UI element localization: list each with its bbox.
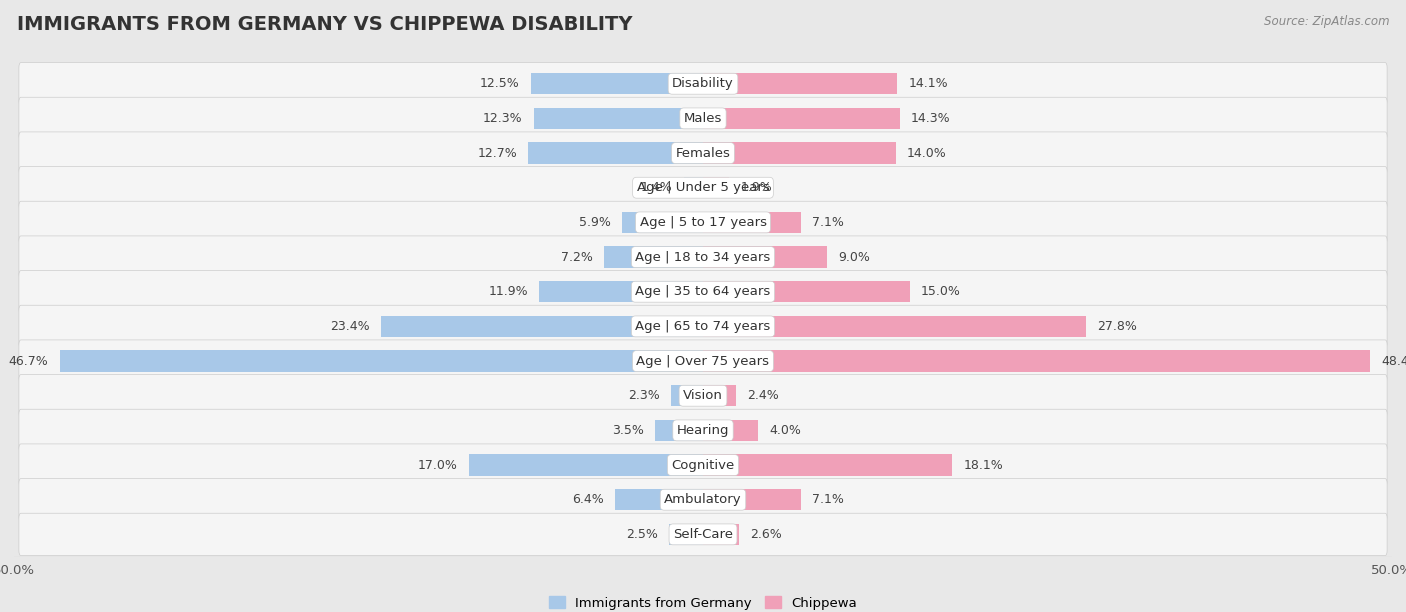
Bar bbox=[703, 246, 827, 268]
Text: 2.3%: 2.3% bbox=[628, 389, 661, 402]
Text: 18.1%: 18.1% bbox=[963, 458, 1002, 472]
Text: Disability: Disability bbox=[672, 77, 734, 90]
FancyBboxPatch shape bbox=[18, 201, 1388, 244]
Text: 48.4%: 48.4% bbox=[1381, 354, 1406, 368]
Bar bbox=[703, 524, 738, 545]
FancyBboxPatch shape bbox=[18, 271, 1388, 313]
Text: Self-Care: Self-Care bbox=[673, 528, 733, 541]
FancyBboxPatch shape bbox=[18, 340, 1388, 382]
Text: 9.0%: 9.0% bbox=[838, 250, 870, 264]
Bar bbox=[703, 73, 897, 94]
Bar bbox=[703, 143, 896, 164]
FancyBboxPatch shape bbox=[18, 409, 1388, 452]
Text: 4.0%: 4.0% bbox=[769, 424, 801, 437]
Bar bbox=[669, 524, 703, 545]
Text: Age | 18 to 34 years: Age | 18 to 34 years bbox=[636, 250, 770, 264]
Bar bbox=[703, 177, 730, 198]
Text: 14.1%: 14.1% bbox=[908, 77, 948, 90]
Text: 15.0%: 15.0% bbox=[921, 285, 960, 298]
FancyBboxPatch shape bbox=[18, 375, 1388, 417]
Text: 12.3%: 12.3% bbox=[482, 112, 523, 125]
Text: Males: Males bbox=[683, 112, 723, 125]
Text: 14.3%: 14.3% bbox=[911, 112, 950, 125]
Text: Vision: Vision bbox=[683, 389, 723, 402]
Bar bbox=[703, 420, 758, 441]
FancyBboxPatch shape bbox=[18, 513, 1388, 556]
Bar bbox=[703, 108, 900, 129]
FancyBboxPatch shape bbox=[18, 166, 1388, 209]
Text: 7.1%: 7.1% bbox=[811, 493, 844, 506]
Text: 12.7%: 12.7% bbox=[477, 146, 517, 160]
FancyBboxPatch shape bbox=[18, 479, 1388, 521]
FancyBboxPatch shape bbox=[18, 236, 1388, 278]
Text: Age | 65 to 74 years: Age | 65 to 74 years bbox=[636, 320, 770, 333]
Bar bbox=[468, 454, 703, 476]
Text: 23.4%: 23.4% bbox=[330, 320, 370, 333]
Bar bbox=[381, 316, 703, 337]
Text: Age | 35 to 64 years: Age | 35 to 64 years bbox=[636, 285, 770, 298]
Text: 3.5%: 3.5% bbox=[612, 424, 644, 437]
Text: Age | Over 75 years: Age | Over 75 years bbox=[637, 354, 769, 368]
Bar bbox=[683, 177, 703, 198]
Bar bbox=[703, 212, 801, 233]
Text: Hearing: Hearing bbox=[676, 424, 730, 437]
Text: 7.1%: 7.1% bbox=[811, 216, 844, 229]
Legend: Immigrants from Germany, Chippewa: Immigrants from Germany, Chippewa bbox=[548, 596, 858, 610]
Bar bbox=[533, 108, 703, 129]
Bar bbox=[529, 143, 703, 164]
Text: 2.5%: 2.5% bbox=[626, 528, 658, 541]
Text: Source: ZipAtlas.com: Source: ZipAtlas.com bbox=[1264, 15, 1389, 28]
FancyBboxPatch shape bbox=[18, 62, 1388, 105]
Bar bbox=[603, 246, 703, 268]
Bar bbox=[703, 385, 737, 406]
Bar bbox=[621, 212, 703, 233]
Text: Ambulatory: Ambulatory bbox=[664, 493, 742, 506]
Text: 1.9%: 1.9% bbox=[740, 181, 772, 194]
Bar bbox=[538, 281, 703, 302]
Bar bbox=[655, 420, 703, 441]
Text: 11.9%: 11.9% bbox=[488, 285, 529, 298]
Bar bbox=[59, 350, 703, 372]
FancyBboxPatch shape bbox=[18, 132, 1388, 174]
Bar bbox=[703, 281, 910, 302]
Text: 6.4%: 6.4% bbox=[572, 493, 603, 506]
Text: 27.8%: 27.8% bbox=[1097, 320, 1137, 333]
Bar bbox=[671, 385, 703, 406]
Text: 12.5%: 12.5% bbox=[479, 77, 520, 90]
Bar bbox=[703, 350, 1369, 372]
FancyBboxPatch shape bbox=[18, 97, 1388, 140]
Bar bbox=[703, 316, 1085, 337]
Text: 5.9%: 5.9% bbox=[579, 216, 610, 229]
FancyBboxPatch shape bbox=[18, 305, 1388, 348]
Bar bbox=[703, 454, 952, 476]
FancyBboxPatch shape bbox=[18, 444, 1388, 486]
Text: 17.0%: 17.0% bbox=[418, 458, 458, 472]
Text: 46.7%: 46.7% bbox=[8, 354, 48, 368]
Text: 1.4%: 1.4% bbox=[641, 181, 672, 194]
Text: 7.2%: 7.2% bbox=[561, 250, 593, 264]
Text: Age | 5 to 17 years: Age | 5 to 17 years bbox=[640, 216, 766, 229]
Text: IMMIGRANTS FROM GERMANY VS CHIPPEWA DISABILITY: IMMIGRANTS FROM GERMANY VS CHIPPEWA DISA… bbox=[17, 15, 633, 34]
Bar bbox=[614, 489, 703, 510]
Text: Cognitive: Cognitive bbox=[672, 458, 734, 472]
Bar bbox=[703, 489, 801, 510]
Text: 2.4%: 2.4% bbox=[747, 389, 779, 402]
Text: Age | Under 5 years: Age | Under 5 years bbox=[637, 181, 769, 194]
Text: Females: Females bbox=[675, 146, 731, 160]
Text: 14.0%: 14.0% bbox=[907, 146, 946, 160]
Text: 2.6%: 2.6% bbox=[749, 528, 782, 541]
Bar bbox=[531, 73, 703, 94]
